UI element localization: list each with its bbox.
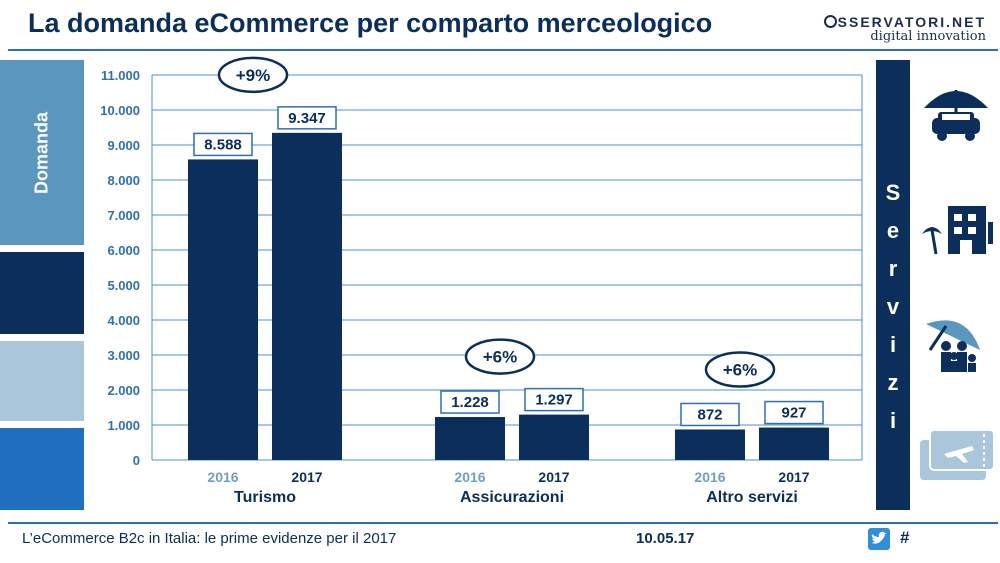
chart-labels: 8.588 2016 9.347 2017 Turismo +9% 1.228 2016 1.2… [193, 56, 824, 506]
servizi-letter: r [888, 256, 898, 281]
osservatori-logo: SSERVATORI.NET digital innovation [823, 14, 986, 44]
y-tick-label: 0 [133, 453, 140, 468]
year-label: 2016 [454, 469, 485, 485]
chart-bars [188, 132, 829, 461]
side-band-1 [0, 60, 84, 245]
y-tick-label: 11.000 [101, 68, 140, 83]
footer-divider [8, 522, 998, 524]
growth-badge [704, 351, 776, 388]
twitter-icon[interactable] [868, 528, 890, 550]
bar-2016 [188, 159, 258, 461]
value-label: 8.588 [204, 136, 242, 153]
y-axis-ticks: 0 1.000 2.000 3.000 4.000 5.000 6.000 7.000 8.00… [100, 68, 140, 468]
value-label-box [764, 400, 824, 425]
servizi-letter: i [889, 408, 897, 433]
year-label: 2016 [694, 469, 725, 485]
growth-badge [464, 338, 536, 375]
value-label-box [440, 390, 500, 414]
servizi-letter: S [885, 180, 901, 205]
growth-label: +9% [236, 66, 271, 85]
value-label-box [193, 132, 253, 157]
bar-2016 [435, 417, 505, 460]
y-tick-label: 4.000 [107, 313, 140, 328]
year-label: 2017 [291, 469, 322, 485]
logo-tagline: digital innovation [870, 29, 986, 44]
y-tick-label: 8.000 [107, 173, 140, 188]
category-label: Turismo [234, 489, 296, 506]
y-tick-label: 5.000 [107, 278, 140, 293]
category-label: Altro servizi [706, 489, 798, 506]
y-tick-label: 9.000 [107, 138, 140, 153]
logo-brand: SSERVATORI.NET [837, 14, 986, 30]
value-label: 9.347 [288, 110, 326, 127]
servizi-letter: z [887, 370, 899, 395]
year-label: 2017 [778, 469, 809, 485]
bar-2017 [519, 414, 589, 460]
hashtag: # [900, 528, 910, 547]
side-band-3 [0, 341, 84, 421]
value-label-box [277, 106, 337, 130]
value-label-box [680, 402, 740, 427]
value-label-box [524, 387, 584, 412]
value-label: 872 [697, 406, 722, 423]
growth-label: +6% [483, 348, 518, 367]
y-tick-label: 3.000 [107, 348, 140, 363]
servizi-letter: i [889, 332, 897, 357]
title-divider [8, 49, 998, 51]
beach-hotel-icon [916, 198, 996, 268]
bar-2016 [675, 429, 745, 460]
servizi-letter: v [886, 294, 900, 319]
year-label: 2017 [538, 469, 569, 485]
key-icon [823, 15, 837, 28]
value-label: 1.228 [451, 394, 489, 411]
chart-grid [151, 74, 863, 461]
footer-title: L’eCommerce B2c in Italia: le prime evid… [22, 530, 397, 547]
bar-2017 [272, 132, 342, 461]
footer-date: 10.05.17 [636, 530, 695, 547]
side-band-4 [0, 428, 84, 510]
servizi-letter: e [886, 218, 900, 243]
side-band-2 [0, 252, 84, 334]
page-title: La domanda eCommerce per comparto merceo… [28, 8, 713, 38]
year-label: 2016 [207, 469, 238, 485]
value-label: 927 [781, 405, 806, 422]
umbrella-car-icon [916, 78, 996, 148]
y-tick-label: 2.000 [107, 383, 140, 398]
family-umbrella-icon [916, 310, 996, 380]
growth-label: +6% [723, 361, 758, 380]
category-label: Assicurazioni [460, 489, 564, 506]
growth-badge [217, 56, 289, 94]
y-tick-label: 6.000 [107, 243, 140, 258]
bar-2017 [759, 427, 829, 460]
value-label: 1.297 [535, 392, 573, 409]
boarding-pass-icon [916, 420, 996, 490]
y-tick-label: 7.000 [107, 208, 140, 223]
y-tick-label: 1.000 [107, 418, 140, 433]
y-tick-label: 10.000 [100, 103, 140, 118]
